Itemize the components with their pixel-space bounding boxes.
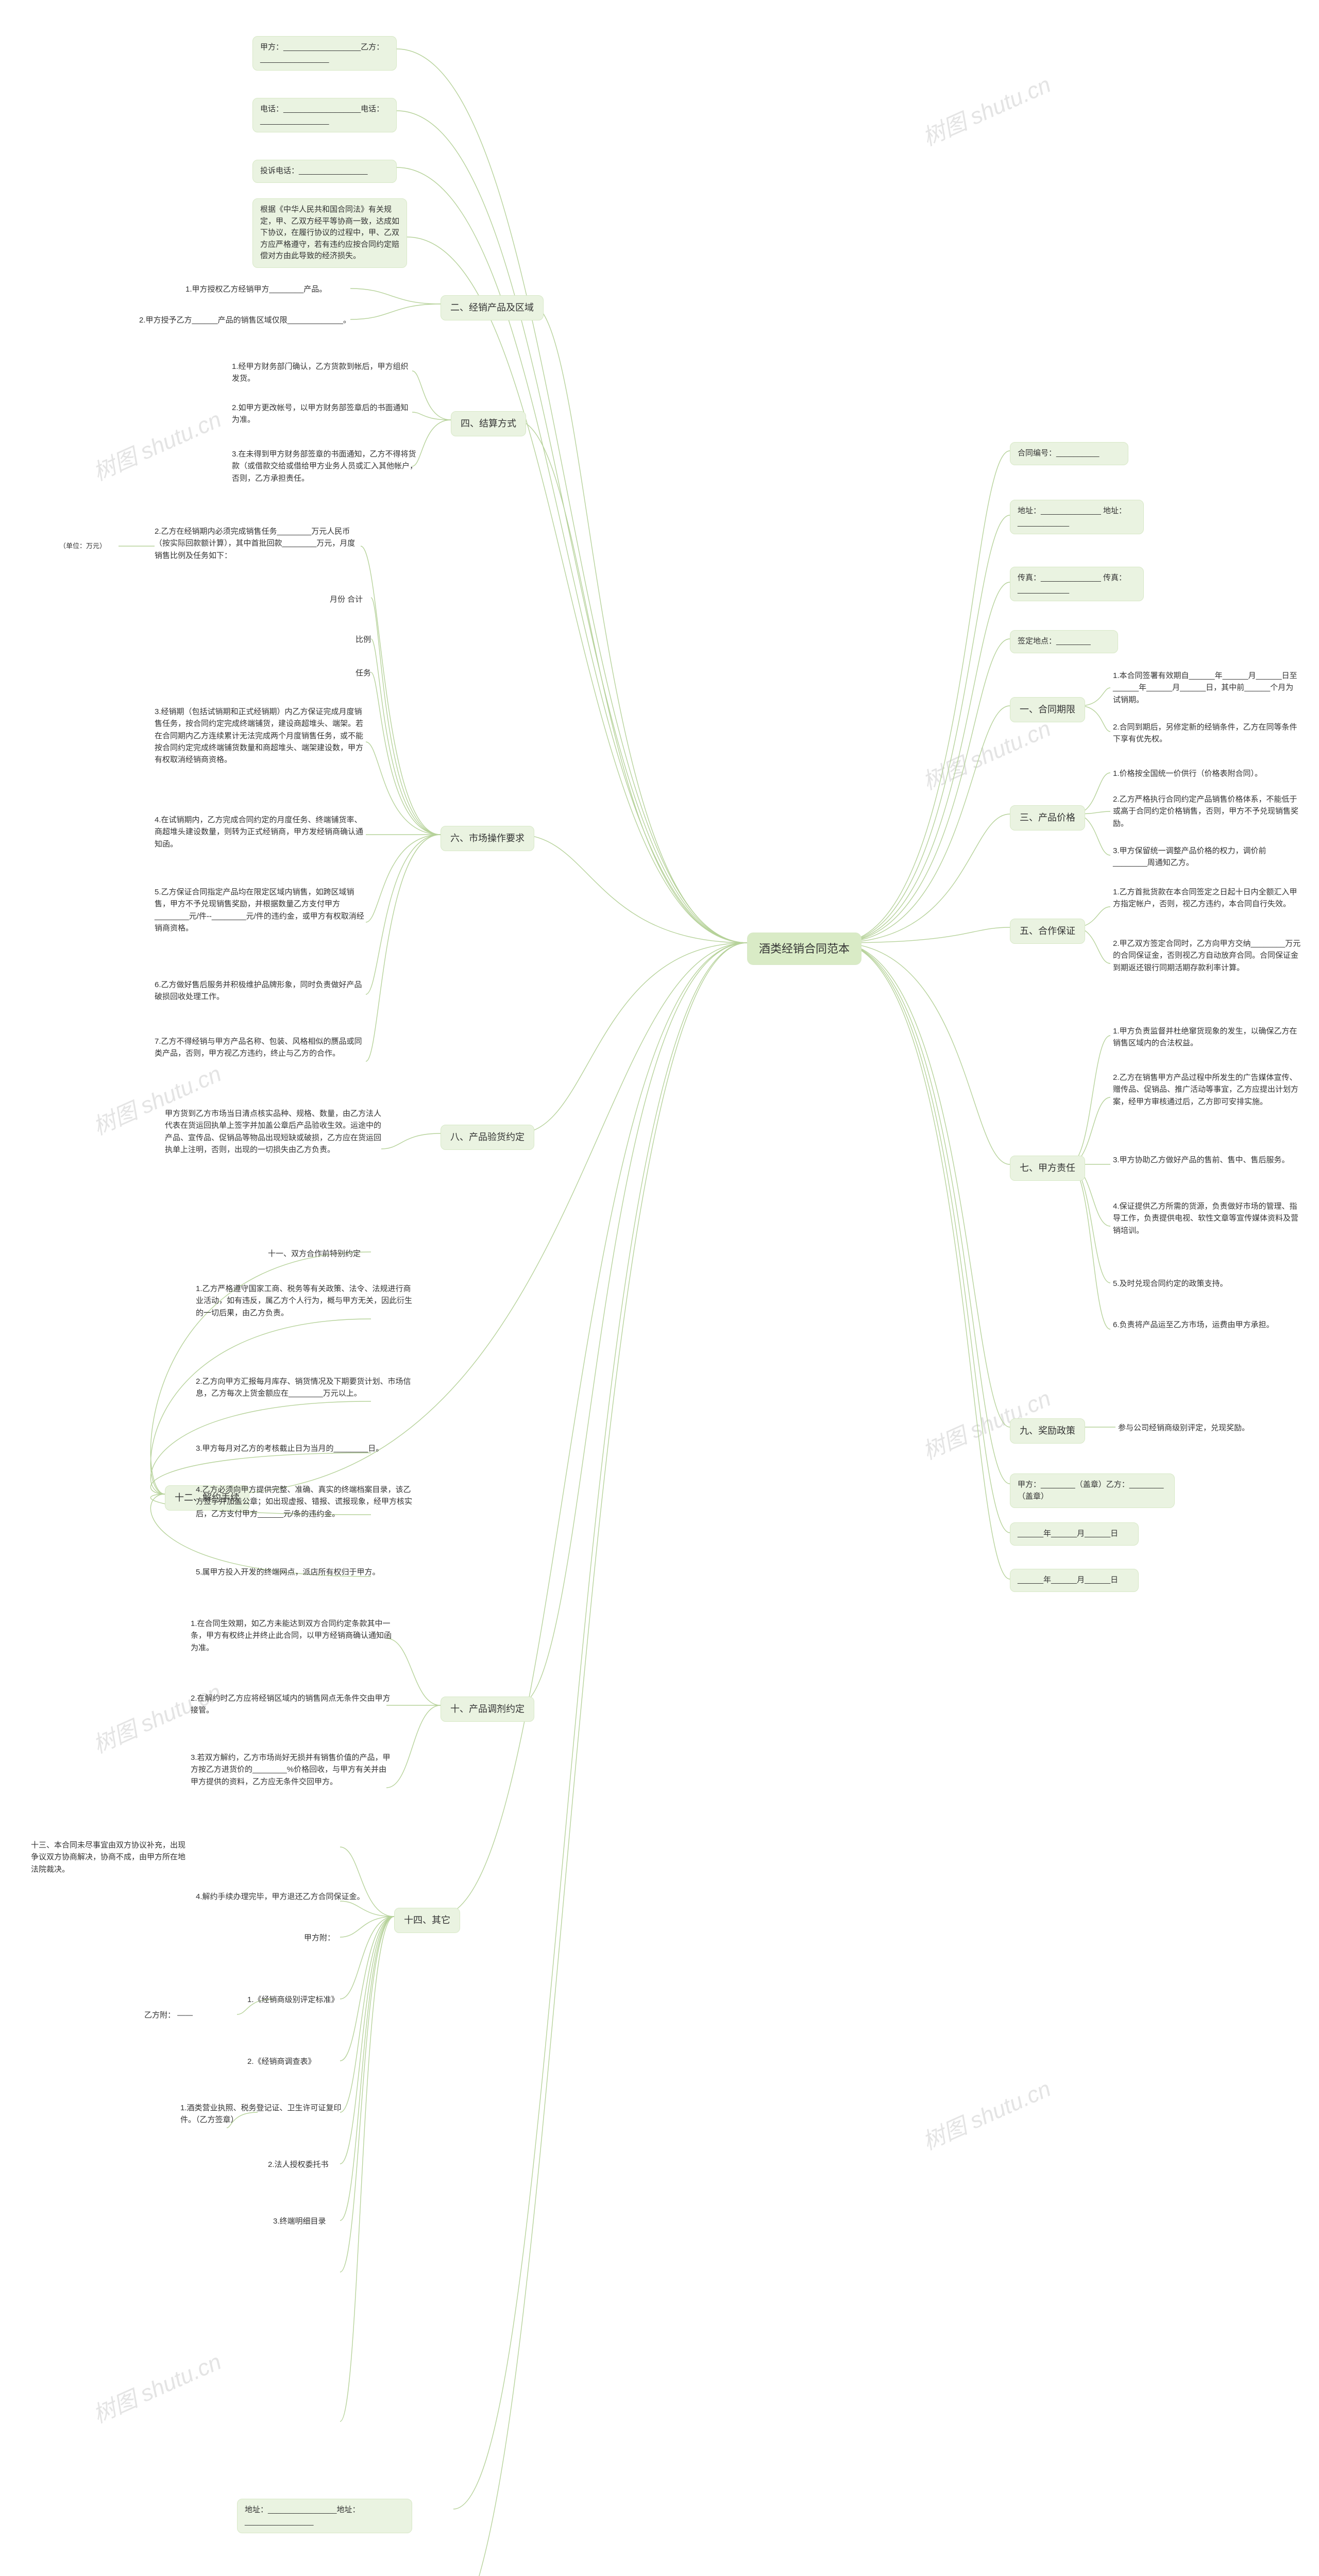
leaf-6-month: 月份 合计 bbox=[330, 594, 363, 605]
leaf-14-weituo: 2.法人授权委托书 bbox=[268, 2159, 329, 2171]
leaf-5-2: 2.甲乙双方签定合同时，乙方向甲方交纳________万元的合同保证金，否则视乙… bbox=[1113, 938, 1304, 974]
leaf-2-2: 2.甲方授予乙方______产品的销售区域仅限_____________。 bbox=[139, 314, 351, 326]
branch-6[interactable]: 六、市场操作要求 bbox=[441, 826, 534, 851]
branch-3[interactable]: 三、产品价格 bbox=[1010, 805, 1085, 831]
date-2[interactable]: ______年______月______日 bbox=[1010, 1569, 1139, 1592]
leaf-10-3: 3.若双方解约，乙方市场尚好无损并有销售价值的产品，甲方按乙方进货价的_____… bbox=[191, 1752, 392, 1788]
central-node[interactable]: 酒类经销合同范本 bbox=[747, 933, 861, 965]
leaf-10-1: 1.在合同生效期，如乙方未能达到双方合同约定条款其中一条，甲方有权终止并终止此合… bbox=[191, 1618, 392, 1654]
watermark: 树图 shutu.cn bbox=[87, 1674, 226, 1760]
leaf-6-unit: （单位：万元） bbox=[59, 541, 106, 551]
leaf-7-1: 1.甲方负责监督并杜绝窜货现象的发生，以确保乙方在销售区域内的合法权益。 bbox=[1113, 1025, 1298, 1049]
leaf-14-yifu: 乙方附： —— bbox=[144, 2009, 193, 2021]
leaf-6-7: 7.乙方不得经销与甲方产品名称、包装、风格相似的赝品或同类产品，否则，甲方视乙方… bbox=[155, 1036, 366, 1060]
branch-4[interactable]: 四、结算方式 bbox=[451, 411, 526, 436]
leaf-14-jiafu1: 1.《经销商级别评定标准》 bbox=[247, 1994, 339, 2006]
leaf-11-5: 5.属甲方投入开发的终端网点，派店所有权归于甲方。 bbox=[196, 1566, 412, 1578]
leaf-4-3: 3.在未得到甲方财务部签章的书面通知，乙方不得将货款（或借款交给或借给甲方业务人… bbox=[232, 448, 417, 484]
leaf-1-1: 1.本合同签署有效期自______年______月______日至______年… bbox=[1113, 670, 1298, 706]
leaf-11-3: 3.甲方每月对乙方的考核截止日为当月的________日。 bbox=[196, 1443, 412, 1454]
watermark: 树图 shutu.cn bbox=[917, 66, 1056, 152]
branch-1[interactable]: 一、合同期限 bbox=[1010, 697, 1085, 722]
leaf-11-label: 十一、双方合作前特别约定 bbox=[268, 1248, 361, 1260]
contract-no[interactable]: 合同编号：__________ bbox=[1010, 442, 1128, 465]
branch-8[interactable]: 八、产品验货约定 bbox=[441, 1125, 534, 1150]
leaf-9-1: 参与公司经销商级别评定，兑现奖励。 bbox=[1118, 1422, 1293, 1434]
preamble-box[interactable]: 根据《中华人民共和国合同法》有关规定，甲、乙双方经平等协商一致，达成如下协议，在… bbox=[252, 198, 407, 268]
phones-box[interactable]: 电话：__________________电话：________________ bbox=[252, 98, 397, 132]
leaf-2-1: 1.甲方授权乙方经销甲方________产品。 bbox=[185, 283, 327, 295]
leaf-7-5: 5.及时兑现合同约定的政策支持。 bbox=[1113, 1278, 1298, 1290]
watermark: 树图 shutu.cn bbox=[917, 2071, 1056, 2157]
leaf-11-1: 1.乙方严格遵守国家工商、税务等有关政策、法令、法规进行商业活动，如有违反，属乙… bbox=[196, 1283, 412, 1319]
leaf-6-4: 4.在试销期内，乙方完成合同约定的月度任务、终端铺货率、商超堆头建设数量，则转为… bbox=[155, 814, 366, 850]
branch-7[interactable]: 七、甲方责任 bbox=[1010, 1156, 1085, 1181]
leaf-4-1: 1.经甲方财务部门确认，乙方货款到帐后，甲方组织发货。 bbox=[232, 361, 412, 385]
leaf-6-ratio: 比例 bbox=[356, 634, 371, 646]
leaf-11-2: 2.乙方向甲方汇报每月库存、销货情况及下期要货计划、市场信息，乙方每次上货金额应… bbox=[196, 1376, 412, 1400]
leaf-6-3: 3.经销期（包括试销期和正式经销期）内乙方保证完成月度销售任务，按合同约定完成终… bbox=[155, 706, 366, 766]
mindmap-canvas: 树图 shutu.cn 树图 shutu.cn 树图 shutu.cn 树图 s… bbox=[0, 0, 1319, 2576]
watermark: 树图 shutu.cn bbox=[87, 401, 226, 487]
leaf-8-1: 甲方货到乙方市场当日清点核实品种、规格、数量，由乙方法人代表在货运回执单上签字并… bbox=[165, 1108, 381, 1156]
leaf-10-2: 2.在解约时乙方应将经销区域内的销售网点无条件交由甲方接管。 bbox=[191, 1692, 392, 1717]
leaf-14-4: 4.解约手续办理完毕，甲方退还乙方合同保证金。 bbox=[196, 1891, 397, 1903]
leaf-14-yifu2: 2.《经销商调查表》 bbox=[247, 2056, 316, 2067]
leaf-7-6: 6.负责将产品运至乙方市场，运费由甲方承担。 bbox=[1113, 1319, 1304, 1331]
leaf-13: 十三、本合同未尽事宜由双方协议补充，出现争议双方协商解决，协商不成，由甲方所在地… bbox=[31, 1839, 191, 1875]
parties-box[interactable]: 甲方：__________________乙方：________________ bbox=[252, 36, 397, 71]
party-seal[interactable]: 甲方：________（盖章）乙方：________（盖章） bbox=[1010, 1473, 1175, 1508]
leaf-6-5: 5.乙方保证合同指定产品均在限定区域内销售，如跨区域销售，甲方不予兑现销售奖励，… bbox=[155, 886, 366, 934]
leaf-1-2: 2.合同到期后，另修定新的经销条件，乙方在同等条件下享有优先权。 bbox=[1113, 721, 1298, 745]
addresses[interactable]: 地址：______________ 地址：____________ bbox=[1010, 500, 1144, 534]
leaf-7-2: 2.乙方在销售甲方产品过程中所发生的广告媒体宣传、赠传品、促销品、推广活动等事宜… bbox=[1113, 1072, 1304, 1108]
leaf-5-1: 1.乙方首批货款在本合同签定之日起十日内全额汇入甲方指定帐户，否则，视乙方违约，… bbox=[1113, 886, 1298, 910]
date-1[interactable]: ______年______月______日 bbox=[1010, 1522, 1139, 1546]
leaf-3-2: 2.乙方严格执行合同约定产品销售价格体系，不能低于或高于合同约定价格销售，否则，… bbox=[1113, 793, 1298, 829]
complaint-box[interactable]: 投诉电话：________________ bbox=[252, 160, 397, 183]
bottom-address[interactable]: 地址：________________地址：________________ bbox=[237, 2499, 412, 2533]
leaf-14-zhongduan: 3.终端明细目录 bbox=[273, 2215, 326, 2227]
watermark: 树图 shutu.cn bbox=[917, 710, 1056, 796]
leaf-6-6: 6.乙方做好售后服务并积极维护品牌形象，同时负责做好产品破损回收处理工作。 bbox=[155, 979, 366, 1003]
leaf-3-1: 1.价格按全国统一价供行（价格表附合同）。 bbox=[1113, 768, 1298, 779]
leaf-3-3: 3.甲方保留统一调整产品价格的权力，调价前________周通知乙方。 bbox=[1113, 845, 1298, 869]
leaf-11-4: 4.乙方必须向甲方提供完整、准确、真实的终端档案目录，该乙方签字并加盖公章；如出… bbox=[196, 1484, 412, 1520]
leaf-7-4: 4.保证提供乙方所需的货源，负责做好市场的管理、指导工作，负责提供电视、软性文章… bbox=[1113, 1200, 1304, 1236]
leaf-14-license: 1.酒类营业执照、税务登记证、卫生许可证复印件。（乙方签章） bbox=[180, 2102, 356, 2126]
branch-2[interactable]: 二、经销产品及区域 bbox=[441, 295, 544, 320]
branch-10[interactable]: 十、产品调剂约定 bbox=[441, 1697, 534, 1722]
fax[interactable]: 传真：______________ 传真：____________ bbox=[1010, 567, 1144, 601]
leaf-6-2: 2.乙方在经销期内必须完成销售任务________万元人民币（按实际回款额计算）… bbox=[155, 526, 361, 562]
leaf-4-2: 2.如甲方更改帐号，以甲方财务部签章后的书面通知为准。 bbox=[232, 402, 412, 426]
branch-5[interactable]: 五、合作保证 bbox=[1010, 919, 1085, 944]
branch-9[interactable]: 九、奖励政策 bbox=[1010, 1418, 1085, 1444]
branch-14[interactable]: 十四、其它 bbox=[394, 1908, 460, 1933]
sign-place[interactable]: 签定地点：________ bbox=[1010, 630, 1118, 653]
watermark: 树图 shutu.cn bbox=[87, 2344, 226, 2430]
leaf-14-jiafu: 甲方附： bbox=[304, 1932, 335, 1944]
leaf-6-task: 任务 bbox=[356, 667, 371, 679]
leaf-7-3: 3.甲方协助乙方做好产品的售前、售中、售后服务。 bbox=[1113, 1154, 1298, 1166]
